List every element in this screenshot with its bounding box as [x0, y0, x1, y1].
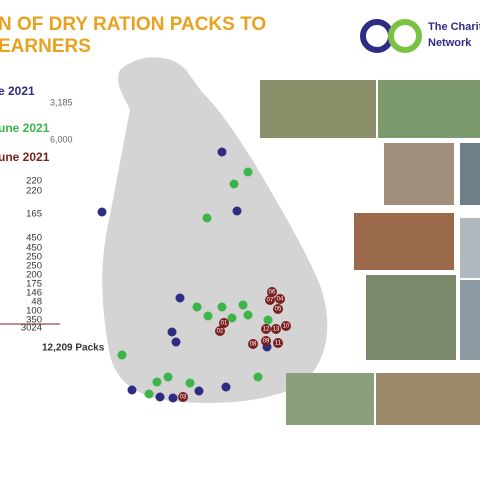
photo: [460, 280, 480, 360]
list-number: 165: [26, 209, 42, 220]
markers: 06 07 04 05 01 02 12 13 10 08 09 11 03: [178, 287, 291, 402]
location-dot: [243, 310, 253, 320]
island-map: [102, 57, 328, 403]
marker-dot: [178, 392, 188, 402]
location-dot: [97, 207, 107, 217]
location-dot: [192, 302, 202, 312]
marker-label: 11: [275, 341, 282, 347]
photo: [366, 275, 456, 360]
photo: [260, 80, 376, 138]
marker-label: 02: [217, 329, 224, 335]
list-number: 200: [26, 270, 42, 281]
marker-label: 13: [273, 327, 280, 333]
location-dot: [227, 313, 237, 323]
location-dot: [238, 300, 248, 310]
marker-label: 01: [221, 321, 228, 327]
legend-amount: 3,185: [50, 97, 73, 107]
photo: [460, 143, 480, 205]
location-dot: [194, 386, 204, 396]
list-number: 220: [26, 186, 42, 197]
list-number: 48: [31, 297, 42, 308]
location-dot: [144, 389, 154, 399]
marker-dot: [215, 326, 225, 336]
location-dot: [175, 293, 185, 303]
list-number: 250: [26, 252, 42, 263]
marker-dot: [219, 318, 229, 328]
marker-label: 09: [263, 339, 270, 345]
marker-label: 10: [283, 324, 290, 330]
location-dot: [221, 382, 231, 392]
total: 12,209 Packs: [42, 343, 105, 354]
logo-text: The Charitie: [428, 21, 480, 33]
list-number: 220: [26, 176, 42, 187]
marker-dot: [248, 339, 258, 349]
photo: [354, 213, 454, 270]
marker-dot: [271, 324, 281, 334]
photo: [384, 143, 454, 205]
location-dot: [171, 337, 181, 347]
location-dot: [232, 206, 242, 216]
list-number: 350: [26, 315, 42, 326]
logo: The Charitie Network: [360, 19, 480, 53]
list-number: 3024: [21, 323, 42, 334]
marker-dot: [265, 295, 275, 305]
location-dot: [163, 372, 173, 382]
location-dot: [202, 213, 212, 223]
marker-dot: [267, 287, 277, 297]
marker-dot: [261, 336, 271, 346]
marker-label: 04: [277, 297, 284, 303]
list: 2202201654504502502502001751464810035030…: [21, 176, 42, 334]
marker-label: 12: [263, 327, 270, 333]
list-number: 146: [26, 288, 42, 299]
marker-dot: [273, 304, 283, 314]
legend-amount: 6,000: [50, 134, 73, 144]
location-dot: [263, 315, 273, 325]
logo-ring: [360, 19, 394, 53]
title-line: EARNERS: [0, 36, 91, 57]
marker-label: 08: [250, 342, 257, 348]
location-dot: [203, 311, 213, 321]
list-number: 100: [26, 306, 42, 317]
photos: [260, 80, 480, 425]
location-dot: [127, 385, 137, 395]
location-dot: [168, 393, 178, 403]
logo-ring: [388, 19, 422, 53]
location-dot: [167, 327, 177, 337]
location-dot: [253, 372, 263, 382]
location-dot: [243, 167, 253, 177]
location-dot: [117, 350, 127, 360]
marker-label: 05: [275, 307, 282, 313]
marker-label: 03: [180, 395, 187, 401]
logo-text: Network: [428, 37, 472, 49]
photo: [376, 373, 480, 425]
list-number: 450: [26, 233, 42, 244]
location-dot: [185, 378, 195, 388]
marker-dot: [261, 324, 271, 334]
photo: [378, 80, 480, 138]
dots: [97, 147, 273, 403]
marker-label: 07: [267, 298, 274, 304]
marker-dot: [273, 338, 283, 348]
location-dot: [217, 147, 227, 157]
location-dot: [152, 377, 162, 387]
legend-label: une 2021: [0, 121, 50, 135]
list-number: 175: [26, 279, 42, 290]
legend-label: une 2021: [0, 150, 50, 164]
list-number: 250: [26, 261, 42, 272]
marker-label: 06: [269, 290, 276, 296]
list-number: 450: [26, 243, 42, 254]
legend-label: e 2021: [0, 84, 35, 98]
location-dot: [155, 392, 165, 402]
photo: [286, 373, 374, 425]
title-line: N OF DRY RATION PACKS TO: [0, 14, 266, 35]
marker-dot: [281, 321, 291, 331]
location-dot: [217, 302, 227, 312]
location-dot: [229, 179, 239, 189]
photo: [460, 218, 480, 278]
marker-dot: [275, 294, 285, 304]
